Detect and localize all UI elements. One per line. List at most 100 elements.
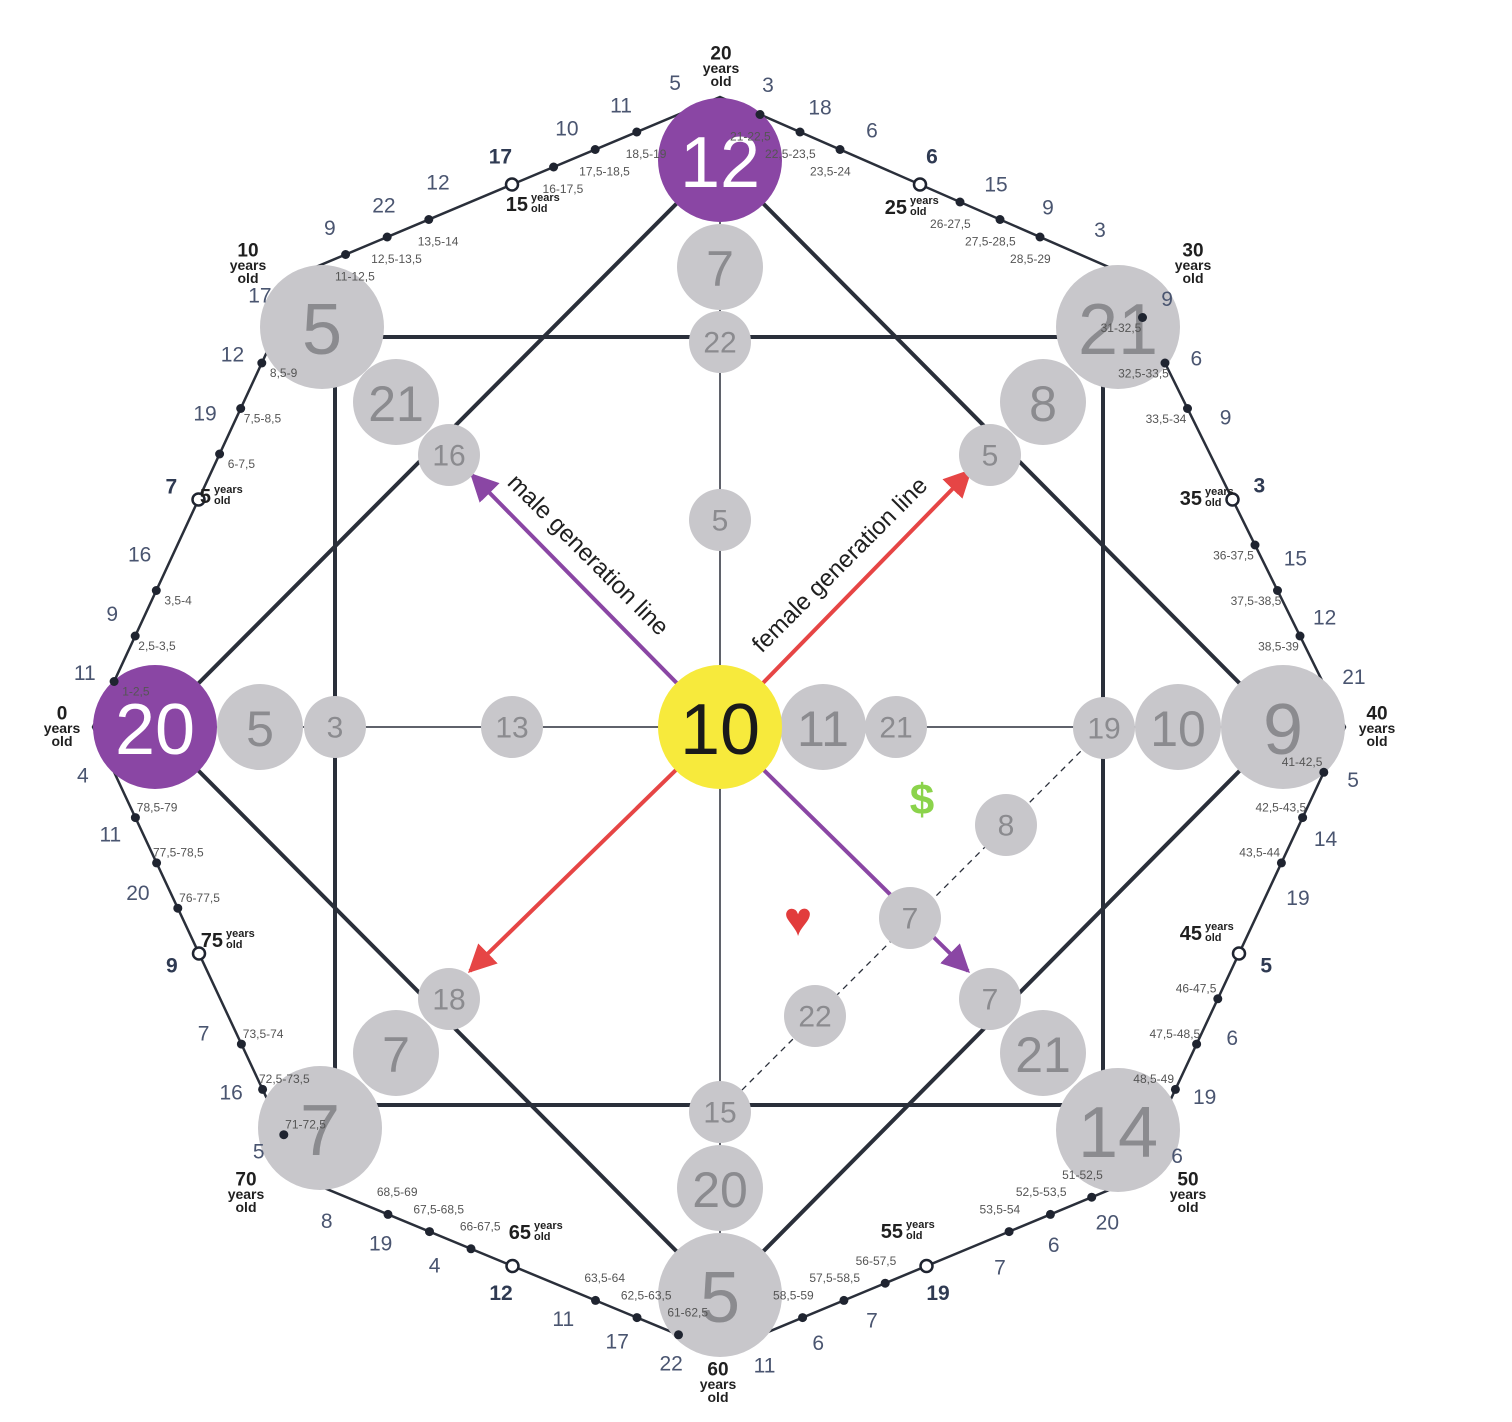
outer-energy-number: 12 [426,172,449,195]
circle-bottom-inner-1: 15 [689,1081,751,1143]
circle-diag-tl-1: 21 [353,359,439,445]
age-tick-dot [257,358,267,368]
circle-axis-bottom: 5 [658,1233,782,1357]
age-tick-dot [549,162,559,172]
age-range-label: 1-2,5 [122,685,150,699]
age-label-70-unit: years [228,1186,265,1202]
outer-energy-number: 9 [106,603,118,626]
age-range-label: 21-22,5 [730,129,771,143]
circle-left-inner-1-shape [217,684,303,770]
age-range-label: 13,5-14 [418,235,459,249]
age-label-70-suffix: old [236,1199,257,1215]
age-tick-dot [590,145,600,154]
age-range-label: 67,5-68,5 [413,1202,464,1216]
age-ticks: 1-2,5 2,5-3,5 3,5-4 6-7,5 7,5-8,5 8,5-9 11 9 16 7… [74,72,1366,1378]
circle-right-inner-4-value: 10 [1150,701,1206,757]
circle-diag-tr-1-value: 8 [1029,376,1057,432]
circle-axis-bottom-value: 5 [700,1258,740,1338]
circle-top-inner-2-shape [689,311,751,373]
age-tick-dot [279,1130,289,1140]
age-label-50-number: 50 [1177,1170,1198,1191]
outer-energy-number: 6 [1226,1027,1238,1050]
age-range-label: 76-77,5 [179,891,220,905]
age-tick-dot [798,1313,808,1323]
outer-energy-number: 6 [812,1332,824,1355]
age-tick-dot [152,858,162,868]
age-range-label: 2,5-3,5 [138,639,176,653]
circle-right-inner-2-value: 21 [879,712,912,745]
age-tick-dot [1183,404,1192,413]
circle-diag-bl-1-shape [353,1010,439,1096]
age-range-label: 26-27,5 [930,217,971,231]
circle-left-inner-3-shape [481,696,543,758]
circle-diag-br-2-shape [959,968,1021,1030]
outer-energy-number: 19 [369,1232,392,1255]
age-range-label: 52,5-53,5 [1016,1185,1067,1199]
age-tick-dot [383,1209,393,1219]
outer-energy-number: 5 [669,72,681,95]
circle-top-inner-2-value: 22 [703,327,736,360]
age-midpoint-marker [504,177,520,192]
age-label-60-unit: years [700,1376,737,1392]
mid-age-label-15-unit: years [531,192,560,204]
mid-age-label-65-unit: years [534,1220,563,1232]
age-label-40-unit: years [1359,720,1396,736]
age-tick-dot [955,197,965,207]
mid-age-label-45-unit: years [1205,921,1234,933]
circle-money-2: 7 [879,887,941,949]
age-label-20-unit: years [703,60,740,76]
mid-age-label-45-number: 45 [1180,923,1202,945]
age-range-label: 71-72,5 [285,1118,326,1132]
circle-money-2-value: 7 [902,903,919,936]
outer-energy-number: 12 [221,343,244,366]
outer-energy-number: 4 [77,764,89,787]
heart-icon: ♥ [784,894,813,947]
dollar-icon: $ [910,776,934,825]
age-label-0-unit: years [44,720,81,736]
circle-diag-tl-2-value: 16 [432,440,465,473]
circle-diag-bl-1-value: 7 [382,1027,410,1083]
age-tick-dot [632,1313,642,1323]
circle-diag-br-2-value: 7 [982,984,999,1017]
circle-top-inner-3-shape [689,489,751,551]
circle-left-inner-3-value: 13 [495,712,528,745]
age-label-10-number: 10 [237,241,258,262]
age-range-label: 51-52,5 [1062,1168,1103,1182]
mid-age-label-75-suffix: old [226,939,243,951]
age-range-label: 6-7,5 [228,457,256,471]
outer-energy-number: 15 [1284,548,1307,571]
mid-age-label-75-unit: years [226,928,255,940]
circle-diag-br-2: 7 [959,968,1021,1030]
outer-energy-number: 21 [1342,666,1365,689]
age-tick-dot [835,145,845,154]
age-tick-dot [755,110,765,119]
outer-energy-number: 19 [1193,1086,1216,1109]
circle-right-inner-3-value: 19 [1087,713,1120,746]
circle-money-2-shape [879,887,941,949]
outer-energy-number: 12 [489,1282,512,1305]
age-tick-dot [1276,858,1286,868]
circle-diag-tr-2: 5 [959,424,1021,486]
outer-energy-number: 9 [1220,406,1232,429]
circle-right-inner-1-shape [780,684,866,770]
circle-corner-tl: 5 [260,265,384,389]
circle-axis-right-shape [1221,665,1345,789]
circle-axis-bottom-shape [658,1233,782,1357]
circle-corner-br-value: 14 [1078,1093,1158,1173]
age-label-20-suffix: old [711,73,732,89]
mid-age-label-25-unit: years [910,195,939,207]
circle-diag-tr-2-value: 5 [982,440,999,473]
age-range-label: 46-47,5 [1176,982,1217,996]
age-label-10-suffix: old [238,270,259,286]
age-tick-dot [1319,767,1329,777]
outer-energy-number: 6 [1191,347,1203,370]
circle-right-inner-2: 21 [865,696,927,758]
age-tick-dot [258,1084,268,1094]
circle-corner-tl-shape [260,265,384,389]
